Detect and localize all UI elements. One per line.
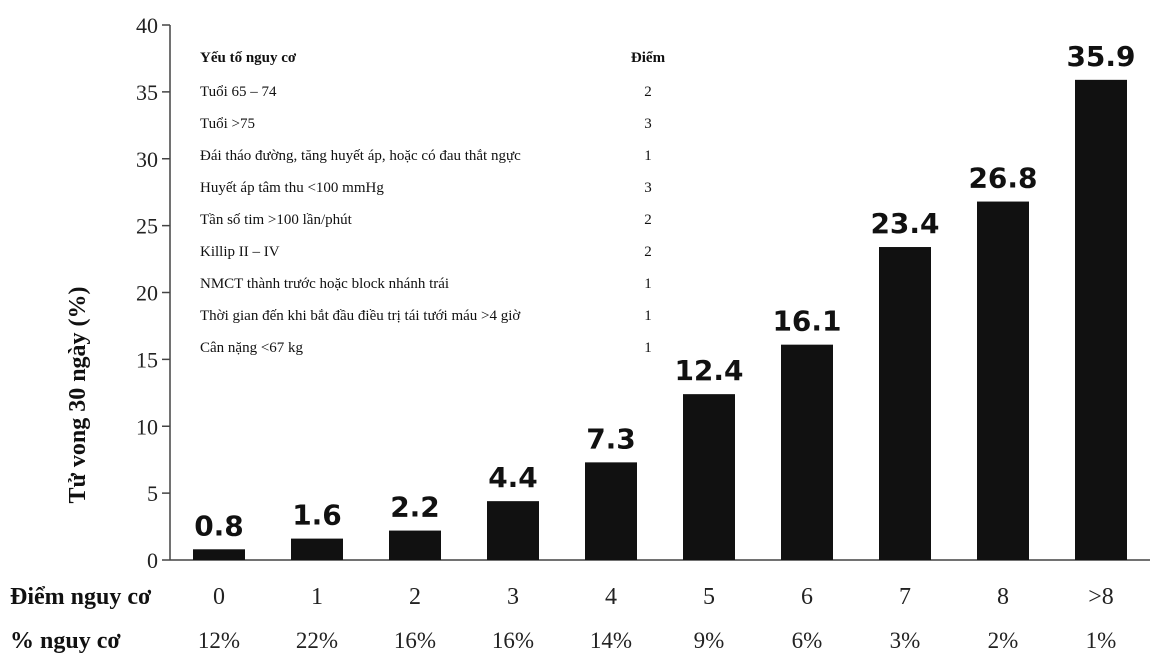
y-tick-label: 30 (136, 147, 158, 172)
risk-factor-label: Đái tháo đường, tăng huyết áp, hoặc có đ… (200, 148, 521, 164)
y-tick-label: 35 (136, 80, 158, 105)
x-category-label: 5 (703, 584, 715, 610)
bar-value-label: 1.6 (292, 499, 342, 532)
risk-factor-label: NMCT thành trước hoặc block nhánh trái (200, 276, 449, 292)
y-tick-label: 25 (136, 214, 158, 239)
y-tick-label: 40 (136, 13, 158, 38)
x-category-label: 7 (899, 584, 911, 610)
x-category-label: 1 (311, 584, 323, 610)
bars (193, 79, 1127, 561)
bar-value-label: 4.4 (488, 461, 538, 494)
y-tick-label: 10 (136, 414, 158, 439)
risk-factor-points: 2 (644, 244, 652, 260)
category-row-title: Điểm nguy cơ (10, 584, 152, 610)
percent-risk-label: 14% (590, 628, 632, 653)
risk-factor-points: 2 (644, 212, 652, 228)
bar (1075, 79, 1127, 561)
risk-factor-points: 3 (644, 116, 652, 132)
bar-value-label: 0.8 (194, 509, 244, 542)
bar-value-label: 23.4 (870, 207, 939, 240)
x-category-label: >8 (1088, 584, 1114, 610)
y-tick-label: 5 (147, 481, 158, 506)
bar-value-label: 35.9 (1066, 40, 1135, 73)
percent-row-title: % nguy cơ (10, 628, 121, 654)
percent-risk-label: 3% (890, 628, 921, 653)
risk-table-header-factor: Yếu tố nguy cơ (200, 50, 297, 66)
x-category-label: 6 (801, 584, 813, 610)
risk-factor-table: Yếu tố nguy cơ Điểm Tuổi 65 – 74 2 Tuổi >7… (200, 50, 666, 356)
x-category-label: 8 (997, 584, 1009, 610)
data-labels: 0.8 1.6 2.2 4.4 7.3 12.4 16.1 23.4 26.8 35.9 (194, 40, 1135, 542)
category-labels: 0 1 2 3 4 5 6 7 8 >8 (213, 584, 1114, 610)
percent-risk-label: 16% (394, 628, 436, 653)
y-tick-label: 0 (147, 548, 158, 573)
bar-value-label: 26.8 (968, 162, 1037, 195)
bar-value-label: 2.2 (390, 491, 440, 524)
bar (683, 394, 735, 560)
percent-risk-label: 12% (198, 628, 240, 653)
risk-table-rows: Tuổi 65 – 74 2 Tuổi >75 3 Đái tháo đường, tă… (200, 84, 652, 356)
risk-factor-label: Huyết áp tâm thu <100 mmHg (200, 180, 384, 196)
y-axis-title: Tử vong 30 ngày (%) (65, 286, 91, 503)
y-tick-label: 20 (136, 281, 158, 306)
bar-value-label: 7.3 (586, 422, 636, 455)
risk-factor-label: Tuổi 65 – 74 (200, 84, 277, 100)
risk-table-header-points: Điểm (631, 50, 666, 66)
bar (781, 344, 833, 560)
percent-risk-label: 9% (694, 628, 725, 653)
bar (585, 462, 637, 560)
bar (487, 501, 539, 560)
risk-factor-points: 3 (644, 180, 652, 196)
x-category-label: 4 (605, 584, 617, 610)
bar (977, 201, 1029, 561)
percent-risk-label: 22% (296, 628, 338, 653)
risk-factor-points: 2 (644, 84, 652, 100)
x-category-label: 0 (213, 584, 225, 610)
percent-risk-label: 1% (1086, 628, 1117, 653)
percent-risk-labels: 12% 22% 16% 16% 14% 9% 6% 3% 2% 1% (198, 628, 1116, 653)
risk-factor-label: Thời gian đến khi bắt đầu điều trị tái t… (200, 308, 521, 324)
x-category-label: 3 (507, 584, 519, 610)
x-category-label: 2 (409, 584, 421, 610)
bar-value-label: 12.4 (674, 354, 743, 387)
risk-factor-points: 1 (644, 148, 652, 164)
bar (193, 549, 245, 560)
bar-value-label: 16.1 (772, 305, 841, 338)
bar (879, 247, 931, 560)
bar (389, 530, 441, 560)
bar (291, 538, 343, 560)
y-tick-label: 15 (136, 347, 158, 372)
risk-factor-points: 1 (644, 340, 652, 356)
risk-factor-label: Cân nặng <67 kg (200, 340, 304, 356)
risk-factor-label: Killip II – IV (200, 244, 280, 260)
y-axis-ticks: 0 5 10 15 20 25 30 35 40 (136, 13, 170, 573)
risk-factor-label: Tần số tim >100 lần/phút (200, 212, 353, 228)
risk-factor-label: Tuổi >75 (200, 116, 255, 132)
risk-factor-points: 1 (644, 276, 652, 292)
risk-factor-points: 1 (644, 308, 652, 324)
percent-risk-label: 6% (792, 628, 823, 653)
percent-risk-label: 2% (988, 628, 1019, 653)
percent-risk-label: 16% (492, 628, 534, 653)
